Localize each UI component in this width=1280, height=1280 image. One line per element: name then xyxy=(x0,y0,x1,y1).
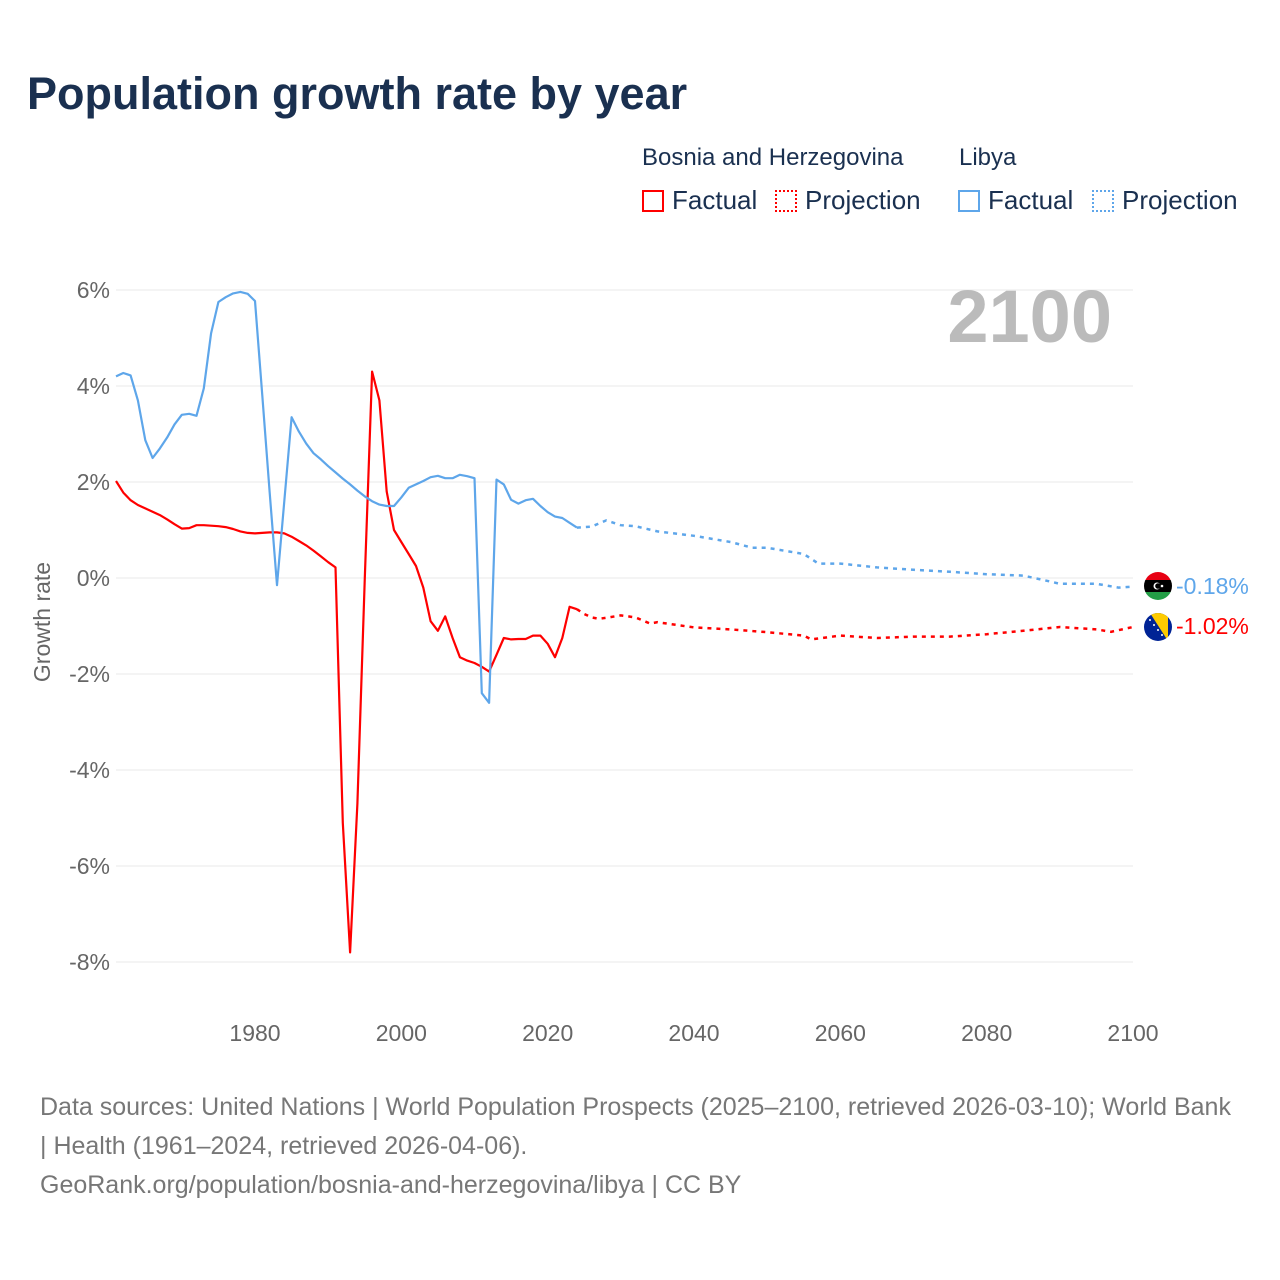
footer: Data sources: United Nations | World Pop… xyxy=(40,1088,1240,1205)
x-tick-label: 1980 xyxy=(229,1020,280,1046)
y-tick-label: -2% xyxy=(69,661,110,687)
x-tick-label: 2080 xyxy=(961,1020,1012,1046)
bosnia-end-value: -1.02% xyxy=(1176,613,1249,639)
legend-bosnia-factual[interactable]: Factual xyxy=(642,185,757,216)
x-tick-label: 2040 xyxy=(668,1020,719,1046)
libya-flag-icon xyxy=(1144,572,1172,600)
chart-title: Population growth rate by year xyxy=(27,68,688,119)
y-tick-label: -8% xyxy=(69,949,110,975)
y-tick-label: 6% xyxy=(77,277,110,303)
bosnia-and-herzegovina-factual-line xyxy=(115,370,578,954)
libya-end-value: -0.18% xyxy=(1176,573,1249,599)
bosnia-and-herzegovina-projection-line xyxy=(576,608,1134,641)
source-link[interactable]: GeoRank.org/population/bosnia-and-herzeg… xyxy=(40,1171,742,1199)
legend-label: Projection xyxy=(1122,185,1238,215)
legend-group-libya: Libya xyxy=(959,144,1017,171)
legend-libya-factual[interactable]: Factual xyxy=(958,185,1073,216)
legend-label: Factual xyxy=(672,185,758,215)
x-tick-label: 2020 xyxy=(522,1020,573,1046)
y-tick-label: -6% xyxy=(69,853,110,879)
libya-factual-line xyxy=(115,290,578,704)
x-tick-label: 2000 xyxy=(376,1020,427,1046)
libya-projection-line xyxy=(576,519,1134,589)
legend-swatch-dotted xyxy=(1092,189,1114,212)
x-tick-label: 2100 xyxy=(1107,1020,1158,1046)
y-tick-label: 2% xyxy=(77,469,110,495)
legend-libya-projection[interactable]: Projection xyxy=(1092,185,1238,216)
legend-swatch-solid xyxy=(642,189,664,212)
y-tick-label: 4% xyxy=(77,373,110,399)
bosnia-flag-icon xyxy=(1144,613,1172,641)
legend-label: Factual xyxy=(988,185,1074,215)
y-tick-label: 0% xyxy=(77,565,110,591)
x-tick-label: 2060 xyxy=(815,1020,866,1046)
legend-bosnia-projection[interactable]: Projection xyxy=(775,185,921,216)
data-sources: Data sources: United Nations | World Pop… xyxy=(40,1093,1231,1160)
legend-label: Projection xyxy=(805,185,921,215)
legend-swatch-solid xyxy=(958,189,980,212)
y-axis-label: Growth rate xyxy=(29,562,55,682)
y-tick-label: -4% xyxy=(69,757,110,783)
legend-swatch-dotted xyxy=(775,189,797,212)
legend-group-bosnia: Bosnia and Herzegovina xyxy=(642,144,904,171)
year-watermark: 2100 xyxy=(947,275,1112,358)
